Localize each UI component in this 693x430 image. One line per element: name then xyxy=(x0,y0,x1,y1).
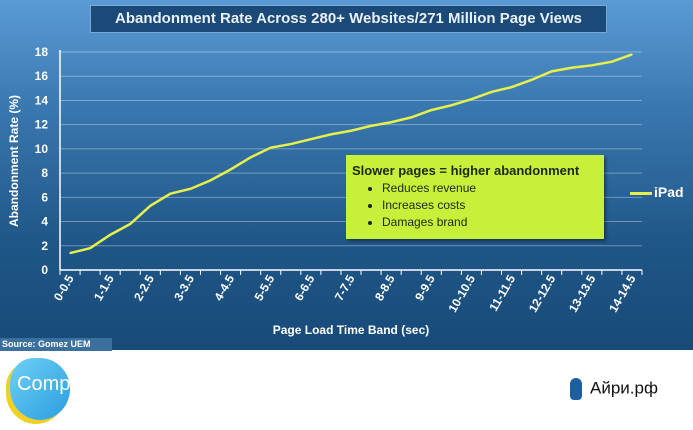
data-point xyxy=(611,60,613,63)
data-point xyxy=(430,109,433,111)
x-tick-label: 13-13.5 xyxy=(566,272,599,315)
y-tick-label: 18 xyxy=(35,45,49,59)
data-point xyxy=(450,104,453,107)
data-point xyxy=(410,116,413,119)
y-tick-label: 14 xyxy=(35,93,49,107)
y-tick-label: 2 xyxy=(41,239,48,253)
x-tick-label: 10-10.5 xyxy=(446,272,479,315)
x-tick-label: 1-1.5 xyxy=(91,272,117,303)
data-point xyxy=(350,129,352,132)
data-point xyxy=(490,91,493,93)
y-tick-label: 16 xyxy=(35,69,49,83)
data-point xyxy=(591,64,593,67)
x-tick-label: 8-8.5 xyxy=(372,272,398,303)
data-point xyxy=(109,234,111,236)
data-point xyxy=(89,247,91,249)
x-axis-label: Page Load Time Band (sec) xyxy=(273,323,430,337)
x-tick-label: 5-5.5 xyxy=(252,272,278,303)
data-point xyxy=(269,146,272,149)
watermark-text: Айри.рф xyxy=(590,378,658,398)
legend: iPad xyxy=(630,184,684,200)
data-point xyxy=(390,121,392,124)
x-tick-label: 2-2.5 xyxy=(131,272,157,303)
data-point xyxy=(209,179,212,182)
y-tick-label: 10 xyxy=(35,142,49,156)
annotation-box: Slower pages = higher abandonment Reduce… xyxy=(346,155,604,239)
x-tick-label: 3-3.5 xyxy=(171,272,197,303)
data-point xyxy=(550,70,553,73)
logo-text: Compuware xyxy=(17,373,125,395)
x-tick-label: 14-14.5 xyxy=(606,272,639,315)
x-tick-label: 0-0.5 xyxy=(51,272,77,303)
matryoshka-icon xyxy=(570,378,582,400)
data-point xyxy=(189,188,192,190)
annotation-bullet: Reduces revenue xyxy=(382,180,604,197)
y-tick-label: 6 xyxy=(41,190,48,204)
data-point xyxy=(631,53,633,56)
y-tick-label: 0 xyxy=(41,263,48,277)
data-point xyxy=(370,125,372,127)
data-point xyxy=(570,66,573,69)
data-point xyxy=(310,138,312,140)
y-tick-label: 4 xyxy=(41,215,48,229)
watermark: Айри.рф xyxy=(570,378,658,400)
data-point xyxy=(470,98,473,101)
source-label: Source: Gomez UEM xyxy=(0,338,112,351)
chart-title: Abandonment Rate Across 280+ Websites/27… xyxy=(90,5,607,33)
data-point xyxy=(289,143,292,145)
y-tick-label: 8 xyxy=(41,166,48,180)
data-point xyxy=(129,223,132,225)
compuware-logo: Compuware xyxy=(5,355,135,425)
data-point xyxy=(330,133,332,136)
annotation-heading: Slower pages = higher abandonment xyxy=(352,163,580,178)
data-point xyxy=(149,205,152,207)
x-tick-label: 4-4.5 xyxy=(211,272,237,303)
data-point xyxy=(69,252,71,254)
x-tick-label: 9-9.5 xyxy=(412,272,438,303)
data-point xyxy=(229,168,232,171)
annotation-bullet: Damages brand xyxy=(382,214,604,231)
legend-label: iPad xyxy=(654,184,684,200)
y-tick-label: 12 xyxy=(35,118,49,132)
legend-line-icon xyxy=(630,191,652,195)
data-point xyxy=(249,156,252,159)
annotation-bullet: Increases costs xyxy=(382,197,604,214)
y-axis-label: Abandonment Rate (%) xyxy=(7,95,21,227)
x-tick-label: 7-7.5 xyxy=(332,272,358,303)
x-tick-label: 12-12.5 xyxy=(526,272,559,315)
x-tick-label: 6-6.5 xyxy=(292,272,318,303)
data-point xyxy=(510,86,513,88)
data-point xyxy=(169,192,172,195)
data-point xyxy=(530,79,533,81)
x-tick-label: 11-11.5 xyxy=(486,272,518,313)
